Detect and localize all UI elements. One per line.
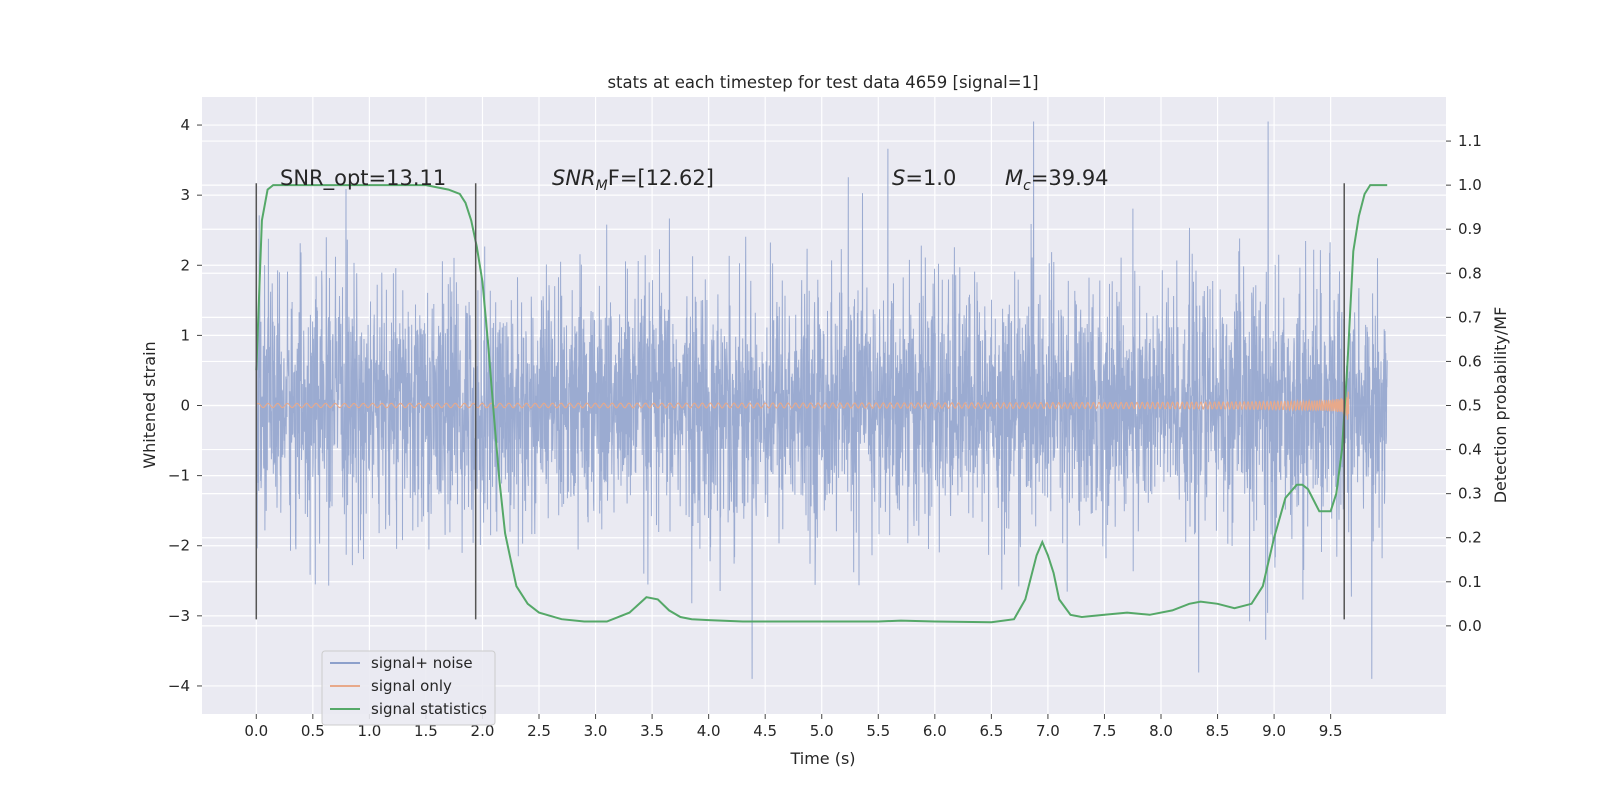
y-tick-label-left: 3 — [180, 186, 190, 204]
x-tick-label: 5.5 — [866, 722, 890, 740]
y-tick-label-left: 0 — [180, 397, 190, 415]
chart-title: stats at each timestep for test data 465… — [607, 73, 1038, 92]
x-tick-label: 4.5 — [753, 722, 777, 740]
y-tick-label-right: 0.7 — [1458, 308, 1482, 326]
x-tick-label: 9.0 — [1262, 722, 1286, 740]
x-tick-label: 7.5 — [1093, 722, 1117, 740]
x-tick-label: 2.0 — [471, 722, 495, 740]
x-axis-label: Time (s) — [789, 749, 855, 768]
y-axis-label-left: Whitened strain — [140, 341, 159, 468]
mc-rest: =39.94 — [1031, 166, 1109, 190]
annotation-mc: Mc=39.94 — [1005, 166, 1109, 194]
y-tick-label-right: 0.5 — [1458, 397, 1482, 415]
y-tick-label-right: 0.2 — [1458, 529, 1482, 547]
annotation-snr-opt: SNR_opt=13.11 — [280, 166, 446, 191]
y-tick-label-right: 0.4 — [1458, 441, 1482, 459]
y-tick-label-right: 0.3 — [1458, 485, 1482, 503]
legend-box — [321, 650, 496, 726]
x-tick-label: 1.0 — [357, 722, 381, 740]
y-tick-label-right: 0.9 — [1458, 220, 1482, 238]
snr-mf-sub: M — [596, 178, 608, 194]
x-tick-label: 0.5 — [301, 722, 325, 740]
y-tick-label-right: 0.1 — [1458, 573, 1482, 591]
annotation-s: S=1.0 — [892, 166, 956, 190]
y-tick-label-right: 0.6 — [1458, 352, 1482, 370]
x-tick-label: 7.0 — [1036, 722, 1060, 740]
series-layer — [255, 121, 1388, 679]
series-signal-noise — [255, 121, 1388, 679]
x-tick-label: 4.0 — [697, 722, 721, 740]
s-base: S — [892, 166, 905, 190]
y-tick-label-left: −4 — [168, 677, 190, 695]
annotation-snr-mf: SNRMF=[12.62] — [552, 166, 714, 194]
snr-mf-rest: F=[12.62] — [608, 166, 714, 190]
y-tick-label-left: −1 — [168, 467, 190, 485]
x-tick-label: 5.0 — [810, 722, 834, 740]
y-tick-label-left: 1 — [180, 326, 190, 344]
legend-label-noise: signal+ noise — [371, 654, 473, 672]
x-tick-label: 8.5 — [1206, 722, 1230, 740]
s-rest: =1.0 — [905, 166, 956, 190]
mc-base: M — [1005, 166, 1023, 190]
x-tick-label: 8.0 — [1149, 722, 1173, 740]
y-tick-label-left: 4 — [180, 116, 190, 134]
series-signal-statistics — [255, 184, 1388, 624]
x-tick-label: 6.5 — [979, 722, 1003, 740]
y-tick-label-right: 0.0 — [1458, 617, 1482, 635]
y-tick-label-right: 0.8 — [1458, 264, 1482, 282]
x-tick-label: 0.0 — [244, 722, 268, 740]
vertical-markers — [255, 183, 1345, 620]
x-tick-label: 3.0 — [584, 722, 608, 740]
legend: signal+ noise signal only signal statist… — [321, 650, 496, 726]
y-tick-label-left: −2 — [168, 537, 190, 555]
x-tick-label: 1.5 — [414, 722, 438, 740]
y-axis-label-right: Detection probability/MF — [1491, 307, 1510, 504]
y-tick-label-left: 2 — [180, 256, 190, 274]
mc-sub: c — [1023, 178, 1031, 194]
legend-label-stats: signal statistics — [371, 700, 487, 718]
y-tick-label-right: 1.0 — [1458, 176, 1482, 194]
y-tick-label-left: −3 — [168, 607, 190, 625]
x-tick-label: 2.5 — [527, 722, 551, 740]
series-signal-only — [255, 391, 1350, 420]
snr-mf-base: SNR — [552, 166, 596, 190]
tick-labels: 0.0 0.5 1.0 1.5 2.0 2.5 3.0 3.5 4.0 4.5 5.0 5.5 6.0 6… — [168, 116, 1482, 740]
x-tick-label: 6.0 — [923, 722, 947, 740]
x-tick-label: 3.5 — [640, 722, 664, 740]
y-tick-label-right: 1.1 — [1458, 132, 1482, 150]
legend-label-signal: signal only — [371, 677, 452, 695]
x-tick-label: 9.5 — [1319, 722, 1343, 740]
